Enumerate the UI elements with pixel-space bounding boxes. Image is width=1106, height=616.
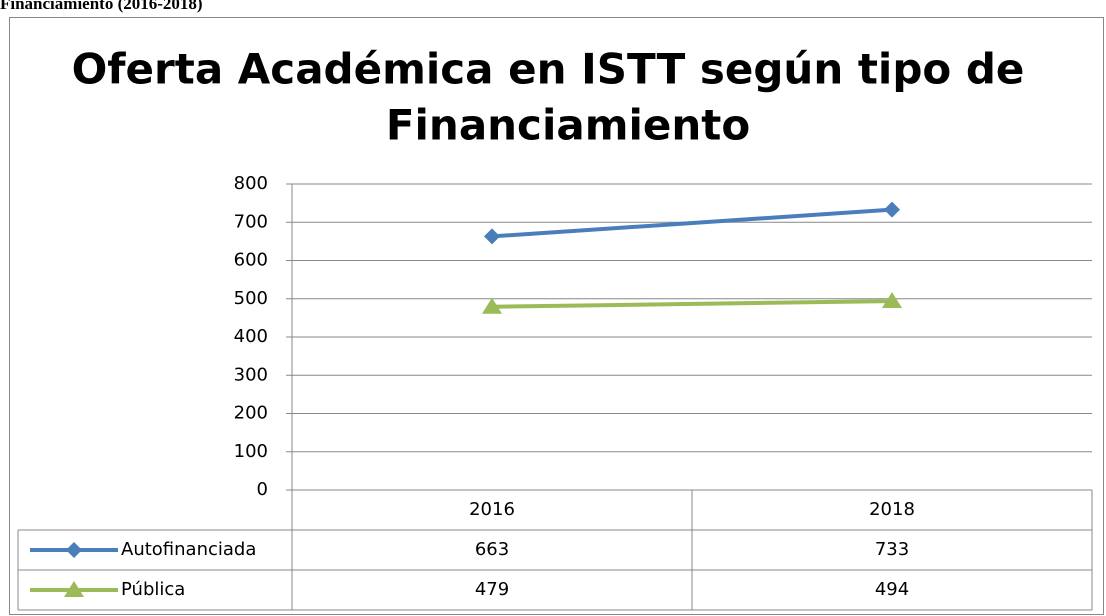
legend-label: Autofinanciada [121,539,256,560]
marker [884,201,900,218]
chart-title: Financiamiento [386,101,750,150]
y-tick-label: 100 [234,441,268,462]
y-tick-label: 700 [234,211,268,232]
table-value: 733 [875,539,909,560]
chart-title: Oferta Académica en ISTT según tipo de [72,45,1025,94]
y-tick-label: 300 [234,364,268,385]
legend-marker [66,542,82,558]
x-tick-label: 2016 [469,499,515,520]
marker [882,292,902,309]
x-tick-label: 2018 [869,499,915,520]
y-tick-label: 800 [234,173,268,194]
series-line [491,299,893,309]
chart-frame [9,17,1104,615]
marker [484,228,500,245]
y-tick-label: 500 [234,288,268,309]
marker [482,297,502,314]
y-tick-label: 0 [257,479,268,500]
table-value: 479 [475,579,509,600]
legend-label: Pública [121,579,185,600]
caption: Financiamiento (2016-2018) [0,0,203,13]
y-tick-label: 400 [234,326,268,347]
table-value: 663 [475,539,509,560]
y-tick-label: 600 [234,250,268,271]
y-tick-label: 200 [234,403,268,424]
series-line [491,207,893,239]
table-value: 494 [875,579,909,600]
legend-marker [64,581,84,597]
